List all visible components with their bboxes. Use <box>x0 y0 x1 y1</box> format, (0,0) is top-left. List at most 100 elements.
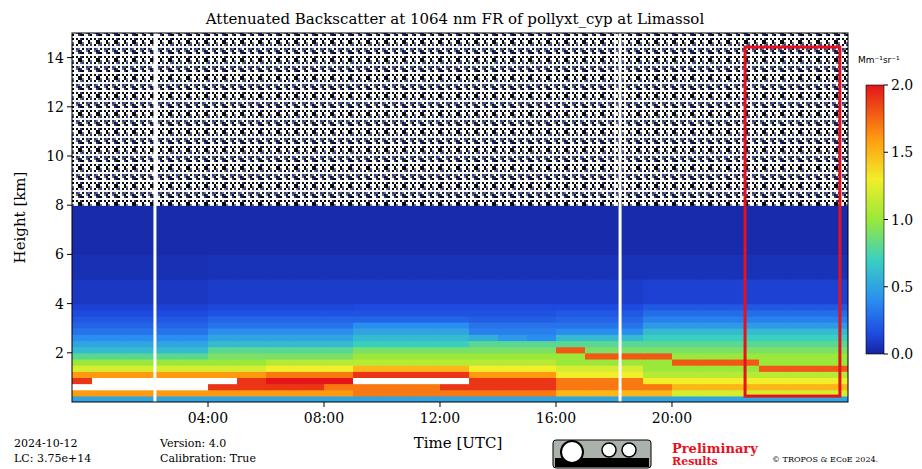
cell <box>353 322 383 329</box>
y-tick <box>67 303 72 304</box>
cell <box>759 279 789 304</box>
cell <box>701 322 731 329</box>
cell <box>614 254 644 279</box>
cell <box>353 396 383 402</box>
cell <box>672 279 702 304</box>
cell <box>498 279 528 304</box>
cell <box>266 334 296 341</box>
cell <box>556 334 586 341</box>
cell <box>759 341 789 348</box>
cell <box>672 371 702 378</box>
cell <box>440 353 470 360</box>
cell <box>208 396 238 402</box>
cell <box>701 310 731 317</box>
cell <box>179 316 209 323</box>
cell <box>527 316 557 323</box>
cell <box>237 384 267 391</box>
cell <box>585 396 615 402</box>
cell <box>208 371 238 378</box>
cell <box>643 334 673 341</box>
cell <box>92 377 122 384</box>
cell <box>556 359 586 366</box>
cell <box>179 33 209 206</box>
cell <box>440 322 470 329</box>
cell <box>672 353 702 360</box>
cell <box>208 316 238 323</box>
cell <box>817 377 847 384</box>
cell <box>353 310 383 317</box>
cell <box>353 328 383 335</box>
cell <box>324 322 354 329</box>
cell <box>179 341 209 348</box>
cell <box>208 341 238 348</box>
y-tick-label: 2 <box>55 345 64 361</box>
cell <box>353 254 383 279</box>
cell <box>585 304 615 311</box>
cell <box>440 377 470 384</box>
cell <box>759 33 789 206</box>
cell <box>295 359 325 366</box>
cell <box>469 341 499 348</box>
cell <box>295 322 325 329</box>
cell <box>817 316 847 323</box>
cell <box>382 384 412 391</box>
cell <box>585 334 615 341</box>
cell <box>411 254 441 279</box>
cell <box>324 310 354 317</box>
cell <box>498 304 528 311</box>
cell <box>585 365 615 372</box>
cell <box>179 353 209 360</box>
cell <box>817 33 847 206</box>
plot-frame <box>72 33 848 402</box>
cell <box>121 205 151 255</box>
cell <box>440 396 470 402</box>
cell <box>498 359 528 366</box>
cell <box>295 377 325 384</box>
cell <box>411 322 441 329</box>
cell <box>614 341 644 348</box>
cell <box>440 341 470 348</box>
cell <box>382 396 412 402</box>
cell <box>121 328 151 335</box>
cell <box>382 377 412 384</box>
cell <box>266 390 296 397</box>
cell <box>92 353 122 360</box>
cell <box>672 396 702 402</box>
x-tick <box>323 402 324 407</box>
cell <box>324 279 354 304</box>
cell <box>556 304 586 311</box>
cell <box>266 304 296 311</box>
y-tick <box>67 57 72 58</box>
cell <box>179 328 209 335</box>
x-tick-label: 16:00 <box>536 410 576 426</box>
cell <box>295 371 325 378</box>
cell <box>556 384 586 391</box>
cell <box>266 33 296 206</box>
cell <box>237 390 267 397</box>
cell <box>266 279 296 304</box>
colorbar-tick <box>884 286 888 287</box>
cell <box>585 328 615 335</box>
cell <box>759 334 789 341</box>
cell <box>208 334 238 341</box>
y-tick-label: 12 <box>46 99 64 115</box>
cell <box>643 390 673 397</box>
cell <box>759 310 789 317</box>
cell <box>585 359 615 366</box>
cell <box>121 353 151 360</box>
cell <box>72 205 93 255</box>
cell <box>498 353 528 360</box>
data-gap <box>619 33 622 402</box>
cell <box>556 279 586 304</box>
cell <box>788 377 818 384</box>
cell <box>266 310 296 317</box>
x-tick-label: 20:00 <box>652 410 692 426</box>
cell <box>237 33 267 206</box>
cell <box>788 347 818 354</box>
cell <box>237 316 267 323</box>
cell <box>469 384 499 391</box>
cell <box>527 328 557 335</box>
cell <box>72 254 93 279</box>
licence-frame <box>553 440 651 468</box>
cell <box>440 33 470 206</box>
